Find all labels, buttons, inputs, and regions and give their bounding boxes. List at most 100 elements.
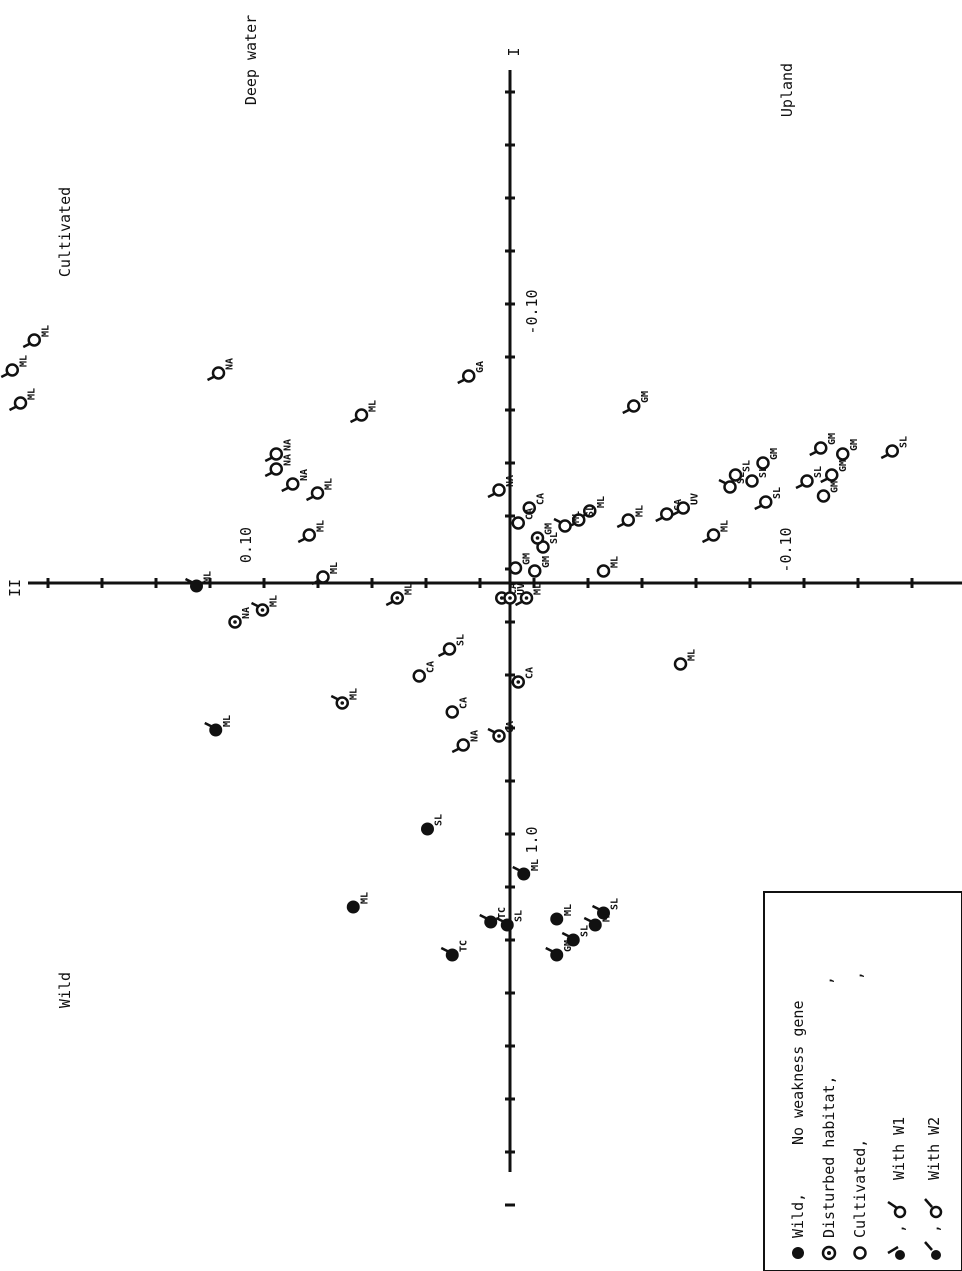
legend-label-cultivated: Cultivated, (851, 1139, 869, 1238)
marker-wild (550, 948, 564, 962)
legend-comma-w1: , (890, 1224, 908, 1233)
data-point-cultivated-na: NA (451, 730, 480, 754)
axis-ii-label: II (6, 579, 24, 597)
marker-cultivated (676, 501, 690, 515)
data-point-disturbed-ml: ML (250, 595, 280, 617)
legend-ditto-disturbed: , (818, 976, 836, 985)
data-point-wild-sl: SL (421, 814, 445, 836)
point-label: ML (315, 520, 326, 532)
marker-cultivated (354, 408, 369, 422)
marker-cultivated (445, 705, 459, 719)
point-label: ML (530, 859, 541, 871)
point-label: SL (758, 466, 769, 478)
marker-cultivated (660, 507, 674, 521)
data-point-cultivated-ml: ML (553, 511, 582, 533)
region-label-deep-water: Deep water (242, 15, 260, 105)
point-label: CA (425, 661, 436, 673)
point-label: CA (508, 583, 519, 595)
data-point-wild-ml: ML (550, 904, 574, 926)
marker-cultivated (492, 483, 506, 497)
data-point-wild-ml: ML (204, 715, 233, 737)
data-point-cultivated-na: NA (264, 454, 293, 478)
point-label: SL (813, 466, 824, 478)
point-label: ML (18, 355, 29, 367)
point-label: GM (838, 460, 849, 472)
data-point-cultivated-gm: GM (756, 448, 780, 470)
data-point-cultivated-gm: GM (836, 439, 860, 461)
data-point-wild-tc: TC (440, 940, 469, 962)
marker-center-dot (499, 596, 504, 600)
marker-cultivated (627, 399, 641, 413)
data-point-disturbed-uv: UV (503, 583, 527, 605)
point-label: GM (563, 940, 574, 952)
data-point-cultivated-ca: CA (412, 661, 436, 683)
marker-cultivated (412, 669, 426, 683)
marker-cultivated (800, 474, 814, 488)
marker-wild (484, 915, 498, 929)
data-point-cultivated-uv: UV (671, 493, 700, 517)
data-point-disturbed-ca: CA (511, 667, 535, 689)
point-label: GM (849, 439, 860, 451)
data-point-wild-sl: SL (591, 898, 621, 920)
point-label: NA (299, 469, 310, 481)
legend-marker-disturbed (821, 1245, 837, 1261)
legend-label-wild: Wild, (789, 1193, 807, 1238)
legend-label-w1: With W1 (890, 1117, 908, 1180)
data-point-cultivated-ml: ML (673, 649, 698, 671)
point-label: UV (516, 583, 527, 595)
data-point-cultivated-gm: GM (809, 433, 838, 457)
data-point-wild-ml: ML (184, 571, 214, 593)
data-point-wild-tc: TC (479, 907, 508, 929)
data-point-cultivated-sl: SL (728, 460, 753, 482)
legend-marker-w2 (924, 1198, 943, 1260)
data-point-cultivated-ml: ML (8, 388, 38, 412)
marker-cultivated (522, 501, 536, 515)
tick-label-axis2-neg: -0.10 (777, 527, 795, 572)
point-label: ML (329, 562, 340, 574)
point-label: ML (563, 904, 574, 916)
point-label: GM (541, 556, 552, 568)
data-point-cultivated-na: NA (487, 475, 516, 499)
marker-cultivated (269, 447, 283, 461)
point-label: NA (469, 730, 480, 742)
point-label: SL (742, 460, 753, 472)
region-label-upland: Upland (778, 63, 796, 117)
legend-marker-wild (792, 1247, 804, 1259)
point-label: ML (533, 583, 544, 595)
legend-label-no-weakness: No weakness gene (789, 1001, 807, 1146)
axis-ticks (46, 90, 914, 1207)
marker-cultivated (211, 366, 226, 380)
point-label: SL (513, 910, 524, 922)
marker-wild (550, 912, 564, 926)
region-label-cultivated: Cultivated (56, 187, 74, 277)
point-label: ML (324, 478, 335, 490)
point-label: NA (282, 454, 293, 466)
point-label: SL (610, 898, 621, 910)
data-point-cultivated-ml: ML (0, 355, 29, 379)
point-label: CA (458, 697, 469, 709)
point-label: ML (27, 388, 38, 400)
data-point-cultivated-na: NA (281, 469, 310, 493)
marker-wild (517, 867, 531, 881)
data-point-cultivated-ml: ML (701, 520, 731, 544)
data-point-cultivated-gm: GM (622, 391, 651, 415)
data-point-cultivated-ml: ML (297, 520, 326, 544)
point-label: SL (456, 634, 467, 646)
data-point-cultivated-ca: CA (511, 508, 535, 530)
point-label: GM (522, 553, 533, 565)
marker-wild (421, 822, 434, 836)
marker-cultivated (728, 468, 743, 482)
point-label: NA (505, 475, 516, 487)
data-point-disturbed-ml: ML (385, 583, 414, 607)
tick-label-axis1-pos: 1.0 (523, 826, 541, 853)
marker-cultivated (673, 657, 688, 671)
marker-center-dot (508, 596, 512, 600)
legend-label-w2: With W2 (925, 1117, 943, 1180)
point-label: TC (497, 907, 508, 919)
data-points: MLMLMLNAGAMLNANANAMLNAMLMLCAMLSLMLMLGAUV… (0, 325, 909, 962)
legend-comma-w2: , (925, 1224, 943, 1233)
data-point-cultivated-sl: SL (437, 634, 467, 658)
data-point-cultivated-sl: SL (880, 436, 909, 460)
legend-marker-cultivated (853, 1246, 867, 1260)
marker-wild (445, 948, 459, 962)
